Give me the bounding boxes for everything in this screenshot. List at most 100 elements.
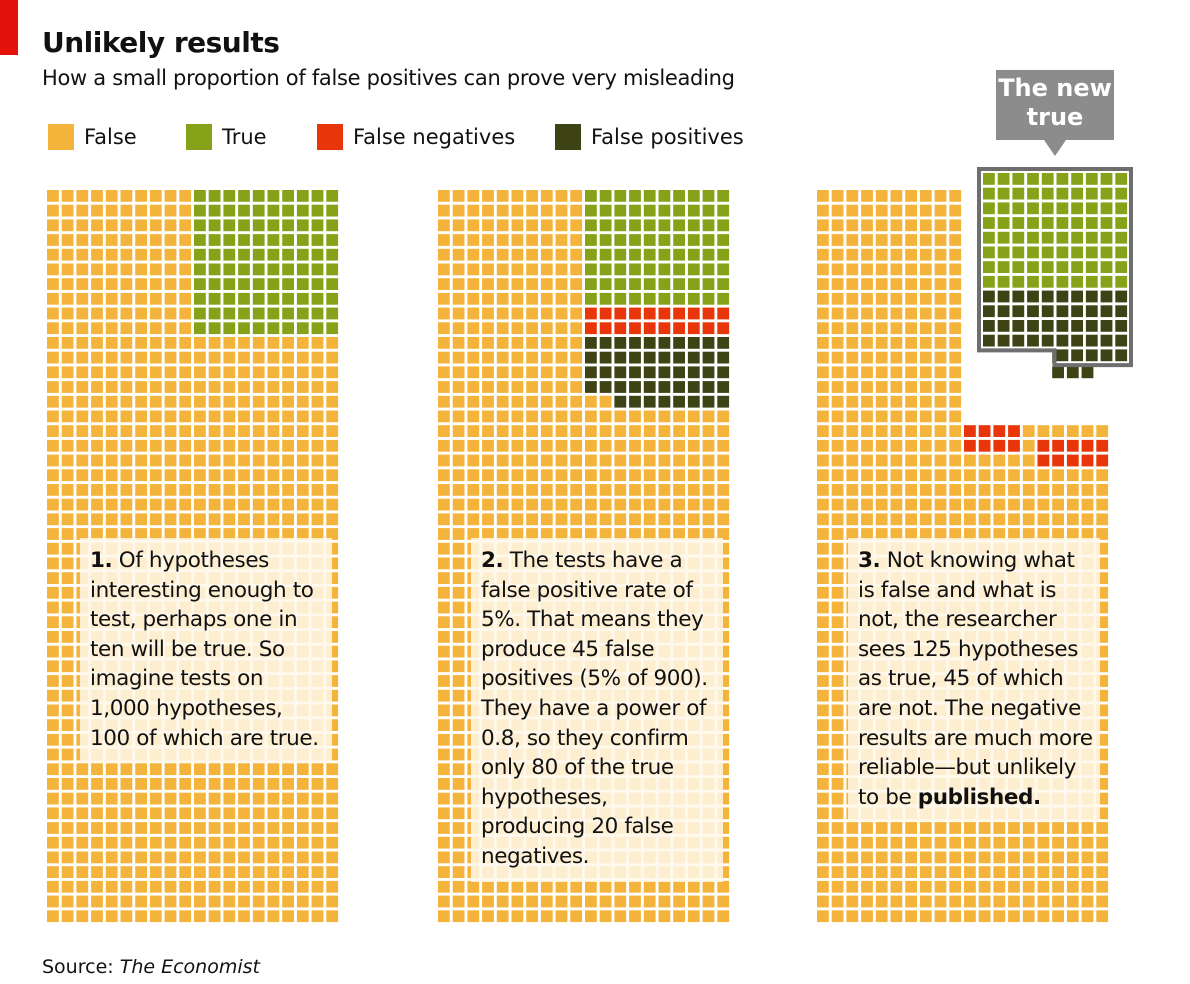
waffle-cell [717,778,730,790]
waffle-cell [223,337,236,349]
waffle-cell [526,880,538,893]
waffle-cell [438,807,450,820]
waffle-cell [673,910,685,923]
waffle-cell [326,807,339,820]
waffle-cell [861,498,873,511]
waffle-cell [438,733,450,746]
waffle-cell [61,660,74,673]
waffle-cell [846,895,859,908]
waffle-cell [890,410,903,423]
waffle-cell [296,454,309,467]
waffle-cell [267,513,280,526]
waffle-cell [105,307,118,320]
waffle-cell [496,204,509,217]
waffle-cell [861,866,873,878]
waffle-cell [717,748,730,761]
waffle-cell [875,337,888,349]
waffle-cell [526,469,538,482]
waffle-cell [223,425,236,437]
waffle-cell [585,910,597,923]
waffle-cell [817,425,829,437]
waffle-cell [467,498,480,511]
waffle-cell [978,880,991,893]
waffle-cell [267,528,280,540]
waffle-cell [326,395,339,408]
waffle-cell [1096,425,1109,437]
waffle-cell [629,395,641,408]
waffle-cell [555,528,568,540]
waffle-cell [540,248,553,261]
waffle-cell [326,248,339,261]
waffle-cell [599,469,612,482]
waffle-cell [817,778,829,790]
waffle-cell [91,836,103,849]
waffle-cell [934,248,947,261]
waffle-cell [311,807,324,820]
waffle-cell [1008,528,1020,540]
waffle-cell [997,320,1010,332]
waffle-cell [1096,763,1109,776]
waffle-cell [614,263,627,276]
waffle-cell [817,675,829,687]
waffle-cell [526,895,538,908]
waffle-cell [831,733,844,746]
waffle-cell [555,381,568,393]
waffle-cell [540,410,553,423]
waffle-cell [149,484,162,496]
waffle-cell [326,425,339,437]
waffle-cell [1096,880,1109,893]
waffle-cell [208,484,221,496]
waffle-cell [282,322,294,335]
waffle-cell [643,219,656,232]
waffle-cell [179,366,192,379]
waffle-cell [76,763,89,776]
waffle-cell [831,822,844,834]
waffle-cell [61,469,74,482]
waffle-cell [875,425,888,437]
waffle-cell [326,631,339,643]
waffle-cell [467,395,480,408]
waffle-cell [194,792,206,805]
waffle-cell [164,248,177,261]
waffle-cell [438,234,450,246]
waffle-cell [267,763,280,776]
waffle-cell [1081,528,1094,540]
waffle-cell [1071,334,1083,347]
waffle-cell [438,351,450,364]
waffle-cell [120,836,133,849]
waffle-cell [831,557,844,570]
waffle-cell [934,895,947,908]
waffle-cell [105,292,118,305]
waffle-cell [311,880,324,893]
waffle-cell [61,292,74,305]
waffle-cell [194,366,206,379]
waffle-cell [687,204,700,217]
waffle-cell [673,351,685,364]
waffle-cell [1022,910,1035,923]
waffle-cell [282,351,294,364]
waffle-cell [1052,366,1064,379]
waffle-cell [47,307,59,320]
waffle-cell [179,381,192,393]
waffle-cell [1115,202,1128,215]
waffle-cell [614,337,627,349]
waffle-cell [993,895,1006,908]
waffle-cell [149,895,162,908]
waffle-cell [599,439,612,452]
waffle-cell [1056,187,1069,200]
waffle-cell [164,895,177,908]
waffle-cell [861,484,873,496]
waffle-cell [555,204,568,217]
waffle-cell [282,381,294,393]
waffle-cell [164,454,177,467]
waffle-cell [267,836,280,849]
waffle-cell [1037,513,1050,526]
waffle-cell [252,337,265,349]
waffle-cell [208,851,221,864]
waffle-cell [452,190,465,202]
waffle-cell [1027,320,1039,332]
waffle-cell [238,895,250,908]
waffle-cell [861,292,873,305]
waffle-cell [326,278,339,290]
waffle-cell [91,351,103,364]
